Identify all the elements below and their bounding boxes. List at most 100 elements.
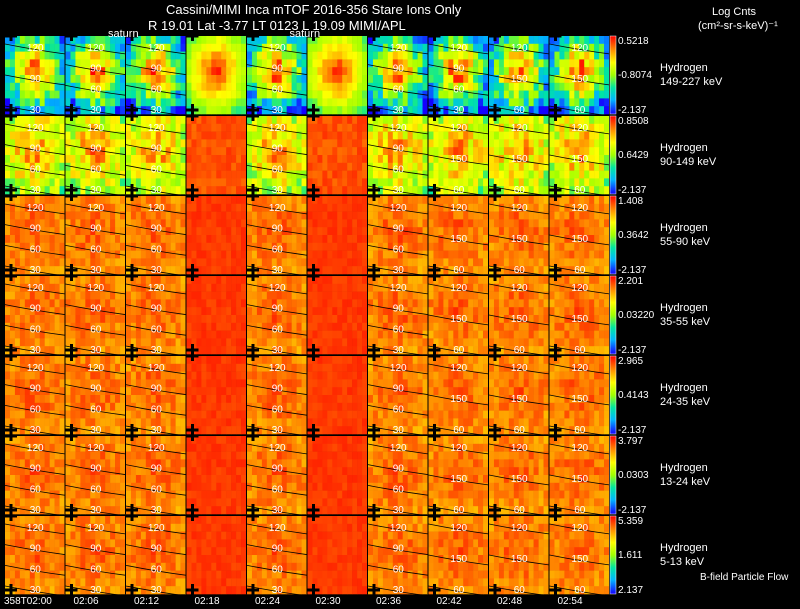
crosshair-marker: [312, 31, 315, 41]
heatmap-cell: [392, 235, 399, 244]
heatmap-cell: [49, 299, 55, 308]
heatmap-cell: [175, 82, 181, 91]
heatmap-cell: [196, 178, 202, 187]
heatmap-cell: [170, 242, 176, 251]
heatmap-cell: [70, 147, 76, 156]
heatmap-cell: [503, 147, 510, 156]
heatmap-cell: [65, 307, 71, 316]
heatmap-cell: [443, 258, 449, 267]
heatmap-cell: [276, 299, 283, 308]
contour-line: [488, 234, 550, 246]
heatmap-cell: [428, 307, 434, 316]
heatmap-cell: [483, 43, 489, 52]
heatmap-cell: [39, 346, 45, 355]
heatmap-cell: [145, 211, 152, 220]
heatmap-cell: [236, 131, 242, 140]
contour-label: 90: [453, 64, 465, 75]
heatmap-cell: [180, 106, 186, 115]
heatmap-cell: [559, 116, 565, 125]
heatmap-cell: [549, 178, 555, 187]
heatmap-cell: [150, 36, 157, 45]
crosshair-marker: [191, 271, 194, 281]
heatmap-cell: [453, 258, 459, 267]
heatmap-cell: [377, 90, 384, 99]
heatmap-cell: [523, 59, 529, 68]
heatmap-cell: [528, 227, 534, 236]
heatmap-cell: [538, 219, 544, 228]
heatmap-cell: [130, 196, 137, 205]
heatmap-cell: [599, 67, 605, 76]
heatmap-cell: [337, 196, 343, 205]
heatmap-cell: [433, 75, 439, 84]
heatmap-cell: [221, 307, 227, 316]
heatmap-cell: [533, 250, 539, 259]
heatmap-cell: [327, 123, 333, 132]
heatmap-cell: [39, 211, 45, 220]
heatmap-cell: [175, 123, 181, 132]
heatmap-cell: [286, 322, 292, 331]
heatmap-cell: [473, 242, 479, 251]
heatmap-cell: [291, 147, 297, 156]
heatmap-cell: [19, 315, 26, 324]
heatmap-cell: [372, 250, 379, 259]
heatmap-cell: [357, 283, 363, 292]
heatmap-cell: [604, 131, 610, 140]
crosshair-marker: [372, 271, 376, 281]
heatmap-cell: [443, 250, 449, 259]
heatmap-cell: [175, 170, 181, 179]
heatmap-cell: [296, 67, 302, 76]
heatmap-cell: [489, 36, 495, 45]
heatmap-cell: [397, 43, 404, 52]
heatmap-cell: [382, 330, 389, 339]
heatmap-cell: [422, 315, 428, 324]
heatmap-cell: [523, 203, 529, 212]
heatmap-cell: [368, 211, 374, 220]
heatmap-cell: [513, 155, 520, 164]
heatmap-cell: [80, 178, 86, 187]
contour-label: 90: [90, 144, 102, 155]
heatmap-cell: [594, 219, 600, 228]
heatmap-cell: [453, 196, 459, 205]
species-label: Hydrogen: [660, 62, 708, 74]
heatmap-cell: [241, 139, 247, 148]
heatmap-cell: [241, 346, 247, 355]
heatmap-cell: [24, 219, 31, 228]
heatmap-cell: [327, 98, 333, 107]
heatmap-cell: [559, 155, 565, 164]
heatmap-cell: [342, 162, 348, 171]
heatmap-cell: [201, 283, 207, 292]
heatmap-cell: [24, 338, 31, 347]
heatmap-cell: [342, 235, 348, 244]
heatmap-cell: [443, 322, 449, 331]
heatmap-cell: [80, 338, 86, 347]
heatmap-cell: [251, 330, 258, 339]
heatmap-cell: [327, 139, 333, 148]
contour-label: 120: [148, 43, 165, 54]
heatmap-cell: [44, 59, 50, 68]
heatmap-cell: [75, 147, 81, 156]
heatmap-cell: [327, 170, 333, 179]
heatmap-cell: [473, 227, 479, 236]
heatmap-cell: [59, 82, 65, 91]
heatmap-cell: [29, 276, 36, 285]
heatmap-cell: [372, 330, 379, 339]
heatmap-cell: [155, 211, 162, 220]
heatmap-cell: [554, 258, 560, 267]
heatmap-cell: [468, 299, 474, 308]
heatmap-cell: [528, 90, 534, 99]
crosshair-marker: [9, 184, 13, 196]
heatmap-cell: [130, 299, 137, 308]
heatmap-cell: [271, 242, 278, 251]
heatmap-cell: [211, 147, 217, 156]
heatmap-cell: [407, 147, 413, 156]
contour-line: [4, 304, 66, 316]
heatmap-cell: [498, 123, 505, 132]
heatmap-cell: [402, 59, 408, 68]
heatmap-cell: [271, 196, 278, 205]
heatmap-cell: [9, 299, 16, 308]
heatmap-cell: [538, 98, 544, 107]
heatmap-cell: [564, 186, 570, 195]
heatmap-cell: [523, 51, 529, 60]
heatmap-cell: [564, 106, 570, 115]
heatmap-cell: [135, 170, 142, 179]
